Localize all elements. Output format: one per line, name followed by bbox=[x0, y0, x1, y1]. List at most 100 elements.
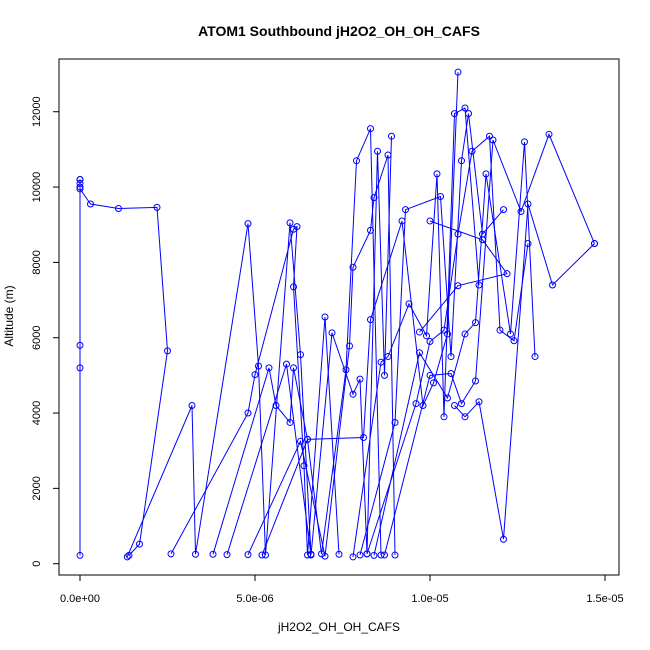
data-point bbox=[367, 226, 374, 234]
data-point bbox=[258, 551, 266, 559]
data-point bbox=[244, 551, 252, 559]
data-point bbox=[381, 551, 388, 559]
data-point bbox=[283, 360, 290, 368]
data-point bbox=[430, 379, 437, 387]
data-point bbox=[244, 409, 252, 417]
data-point bbox=[286, 219, 294, 227]
data-point bbox=[87, 200, 94, 208]
series-14 bbox=[416, 217, 511, 336]
data-point bbox=[367, 316, 374, 324]
data-point bbox=[517, 208, 525, 216]
data-point bbox=[76, 551, 84, 559]
series-line-7 bbox=[261, 72, 459, 556]
data-point bbox=[458, 400, 465, 408]
series-0 bbox=[76, 176, 84, 559]
series-6 bbox=[244, 151, 399, 560]
data-point bbox=[377, 358, 385, 366]
data-point bbox=[136, 540, 143, 548]
data-point bbox=[433, 170, 441, 178]
data-point bbox=[524, 200, 532, 208]
series-line-9 bbox=[359, 113, 504, 556]
series-8 bbox=[349, 104, 483, 561]
data-point bbox=[286, 418, 294, 426]
data-series bbox=[76, 68, 598, 561]
x-axis-title: jH2O2_OH_OH_CAFS bbox=[277, 620, 400, 634]
x-tick-label-1: 5.0e-06 bbox=[236, 593, 273, 605]
data-point bbox=[244, 220, 252, 228]
data-point bbox=[367, 125, 374, 133]
y-axis-title: Altitude (m) bbox=[2, 285, 16, 346]
data-point bbox=[346, 342, 353, 350]
data-point bbox=[503, 270, 511, 278]
data-point bbox=[76, 176, 84, 184]
data-point bbox=[437, 192, 444, 200]
data-point bbox=[297, 437, 304, 445]
y-tick-label-4: 8000 bbox=[31, 250, 43, 274]
y-tick-label-2: 4000 bbox=[31, 401, 43, 425]
data-point bbox=[363, 550, 371, 558]
data-point bbox=[290, 283, 297, 291]
data-point bbox=[307, 551, 315, 559]
series-line-6 bbox=[247, 154, 396, 557]
data-point bbox=[188, 402, 196, 410]
x-tick-label-2: 1.0e-05 bbox=[411, 593, 448, 605]
series-line-11 bbox=[373, 141, 536, 556]
data-point bbox=[304, 435, 311, 443]
series-5 bbox=[223, 132, 395, 559]
data-point bbox=[356, 375, 364, 383]
series-line-13 bbox=[454, 203, 595, 540]
data-point bbox=[444, 394, 451, 402]
y-tick-label-6: 12000 bbox=[31, 96, 43, 127]
data-point bbox=[440, 413, 448, 421]
data-point bbox=[304, 551, 311, 559]
data-point bbox=[451, 402, 458, 410]
data-point bbox=[167, 550, 175, 558]
data-point bbox=[335, 550, 343, 558]
data-point bbox=[209, 550, 217, 558]
data-point bbox=[370, 551, 378, 559]
data-point bbox=[412, 400, 420, 408]
data-point bbox=[349, 390, 357, 398]
data-point bbox=[451, 110, 458, 118]
data-point bbox=[496, 326, 504, 334]
data-point bbox=[461, 104, 469, 112]
y-tick-label-5: 10000 bbox=[31, 172, 43, 203]
series-1 bbox=[76, 176, 171, 559]
data-point bbox=[381, 371, 388, 379]
data-point bbox=[545, 130, 553, 138]
data-point bbox=[251, 371, 259, 379]
series-10 bbox=[363, 132, 532, 558]
data-point bbox=[479, 236, 486, 244]
data-point bbox=[482, 170, 490, 178]
data-point bbox=[500, 206, 507, 214]
data-point bbox=[115, 205, 122, 213]
data-point bbox=[384, 353, 392, 361]
data-point bbox=[377, 551, 385, 559]
chart-title: ATOM1 Southbound jH2O2_OH_OH_CAFS bbox=[198, 23, 480, 39]
series-2 bbox=[123, 219, 315, 561]
y-tick-label-1: 2000 bbox=[31, 476, 43, 500]
series-3 bbox=[167, 223, 343, 559]
series-11 bbox=[370, 138, 539, 559]
data-point bbox=[356, 551, 364, 559]
data-point bbox=[223, 551, 231, 559]
data-point bbox=[405, 300, 413, 308]
data-point bbox=[192, 550, 199, 558]
data-point bbox=[353, 157, 360, 165]
data-point bbox=[423, 332, 430, 340]
data-point bbox=[384, 151, 392, 159]
series-line-10 bbox=[366, 135, 529, 555]
series-line-3 bbox=[170, 225, 340, 556]
series-line-2 bbox=[126, 222, 312, 558]
data-point bbox=[416, 349, 423, 357]
data-point bbox=[454, 68, 462, 76]
data-point bbox=[349, 263, 357, 271]
data-point bbox=[290, 364, 297, 372]
data-point bbox=[472, 319, 479, 327]
data-point bbox=[426, 337, 434, 345]
data-point bbox=[521, 138, 528, 146]
data-point bbox=[472, 377, 479, 385]
data-point bbox=[328, 329, 336, 337]
data-point bbox=[416, 328, 423, 336]
